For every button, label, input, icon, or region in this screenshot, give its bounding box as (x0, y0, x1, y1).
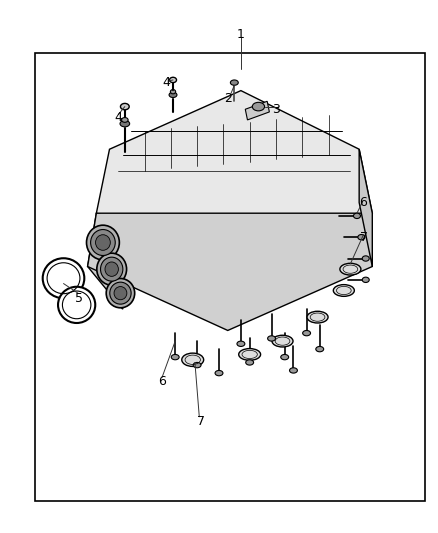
Text: 1: 1 (237, 28, 245, 41)
Ellipse shape (193, 362, 201, 368)
Polygon shape (245, 101, 269, 120)
Ellipse shape (114, 287, 127, 300)
Ellipse shape (358, 235, 365, 240)
Ellipse shape (353, 213, 360, 219)
Text: 7: 7 (360, 231, 367, 244)
Ellipse shape (215, 370, 223, 376)
Text: 6: 6 (360, 196, 367, 209)
Text: 6: 6 (158, 375, 166, 387)
Ellipse shape (303, 330, 311, 336)
Ellipse shape (170, 90, 176, 94)
Ellipse shape (121, 118, 128, 123)
Ellipse shape (290, 368, 297, 373)
Ellipse shape (307, 311, 328, 323)
Polygon shape (88, 213, 372, 330)
Ellipse shape (362, 256, 369, 261)
Ellipse shape (281, 354, 289, 360)
Ellipse shape (362, 277, 369, 282)
Ellipse shape (239, 349, 261, 360)
Ellipse shape (105, 262, 118, 276)
Ellipse shape (106, 278, 135, 308)
Ellipse shape (95, 235, 110, 251)
Ellipse shape (237, 341, 245, 346)
Text: 7: 7 (198, 415, 205, 427)
Ellipse shape (171, 354, 179, 360)
Text: 2: 2 (224, 92, 232, 105)
Text: 4: 4 (114, 111, 122, 124)
Ellipse shape (86, 225, 119, 260)
Ellipse shape (169, 92, 177, 98)
Polygon shape (359, 149, 372, 266)
Polygon shape (88, 213, 131, 309)
Ellipse shape (58, 287, 95, 323)
Ellipse shape (316, 346, 324, 352)
Ellipse shape (170, 77, 177, 83)
Ellipse shape (110, 282, 131, 304)
Ellipse shape (230, 80, 238, 85)
Ellipse shape (120, 120, 130, 127)
Text: 4: 4 (162, 76, 170, 89)
Ellipse shape (333, 285, 354, 296)
Ellipse shape (268, 336, 276, 341)
Ellipse shape (272, 335, 293, 347)
Ellipse shape (42, 258, 84, 298)
Ellipse shape (182, 353, 204, 367)
Ellipse shape (97, 253, 127, 285)
Text: 5: 5 (75, 292, 83, 305)
Ellipse shape (100, 257, 123, 281)
Polygon shape (96, 91, 372, 256)
Text: 3: 3 (272, 103, 280, 116)
Ellipse shape (340, 263, 361, 275)
Ellipse shape (91, 230, 115, 255)
Ellipse shape (252, 102, 265, 111)
Ellipse shape (246, 360, 254, 365)
Bar (35, 53, 425, 501)
Ellipse shape (120, 103, 129, 110)
